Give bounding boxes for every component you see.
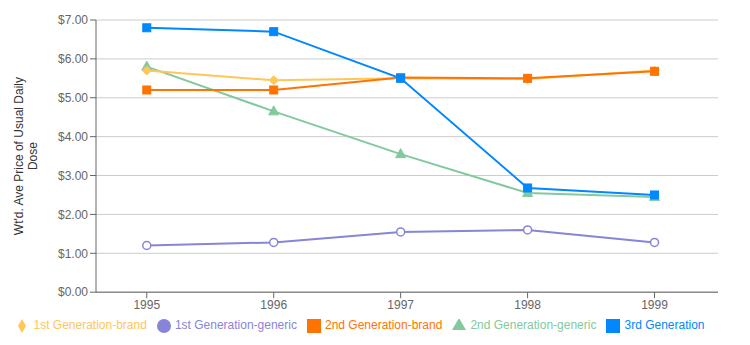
- html-text:2nd Generation-brand: 2nd Generation-brand: [325, 318, 443, 333]
- html-text:1st Generation-generic: 1st Generation-generic: [174, 318, 297, 333]
- svg-text:1998: 1998: [514, 298, 541, 312]
- svg-text:$4.00: $4.00: [58, 130, 88, 144]
- svg-text:1995: 1995: [133, 298, 160, 312]
- svg-text:$2.00: $2.00: [58, 208, 88, 222]
- svg-text:1996: 1996: [260, 298, 287, 312]
- svg-text:1997: 1997: [387, 298, 414, 312]
- svg-text:1999: 1999: [641, 298, 668, 312]
- svg-text:Wt'd. Ave Price of Usual Daily: Wt'd. Ave Price of Usual DailyDose: [12, 77, 40, 235]
- svg-text:$6.00: $6.00: [58, 52, 88, 66]
- html-text:2nd Generation-generic: 2nd Generation-generic: [470, 318, 597, 333]
- svg-text:$1.00: $1.00: [58, 247, 88, 261]
- svg-text:$7.00: $7.00: [58, 13, 88, 27]
- html-text:1st Generation-brand: 1st Generation-brand: [33, 318, 147, 333]
- svg-text:$3.00: $3.00: [58, 169, 88, 183]
- svg-text:$5.00: $5.00: [58, 91, 88, 105]
- html-text:3rd Generation: 3rd Generation: [624, 318, 705, 333]
- svg-text:$0.00: $0.00: [58, 285, 88, 299]
